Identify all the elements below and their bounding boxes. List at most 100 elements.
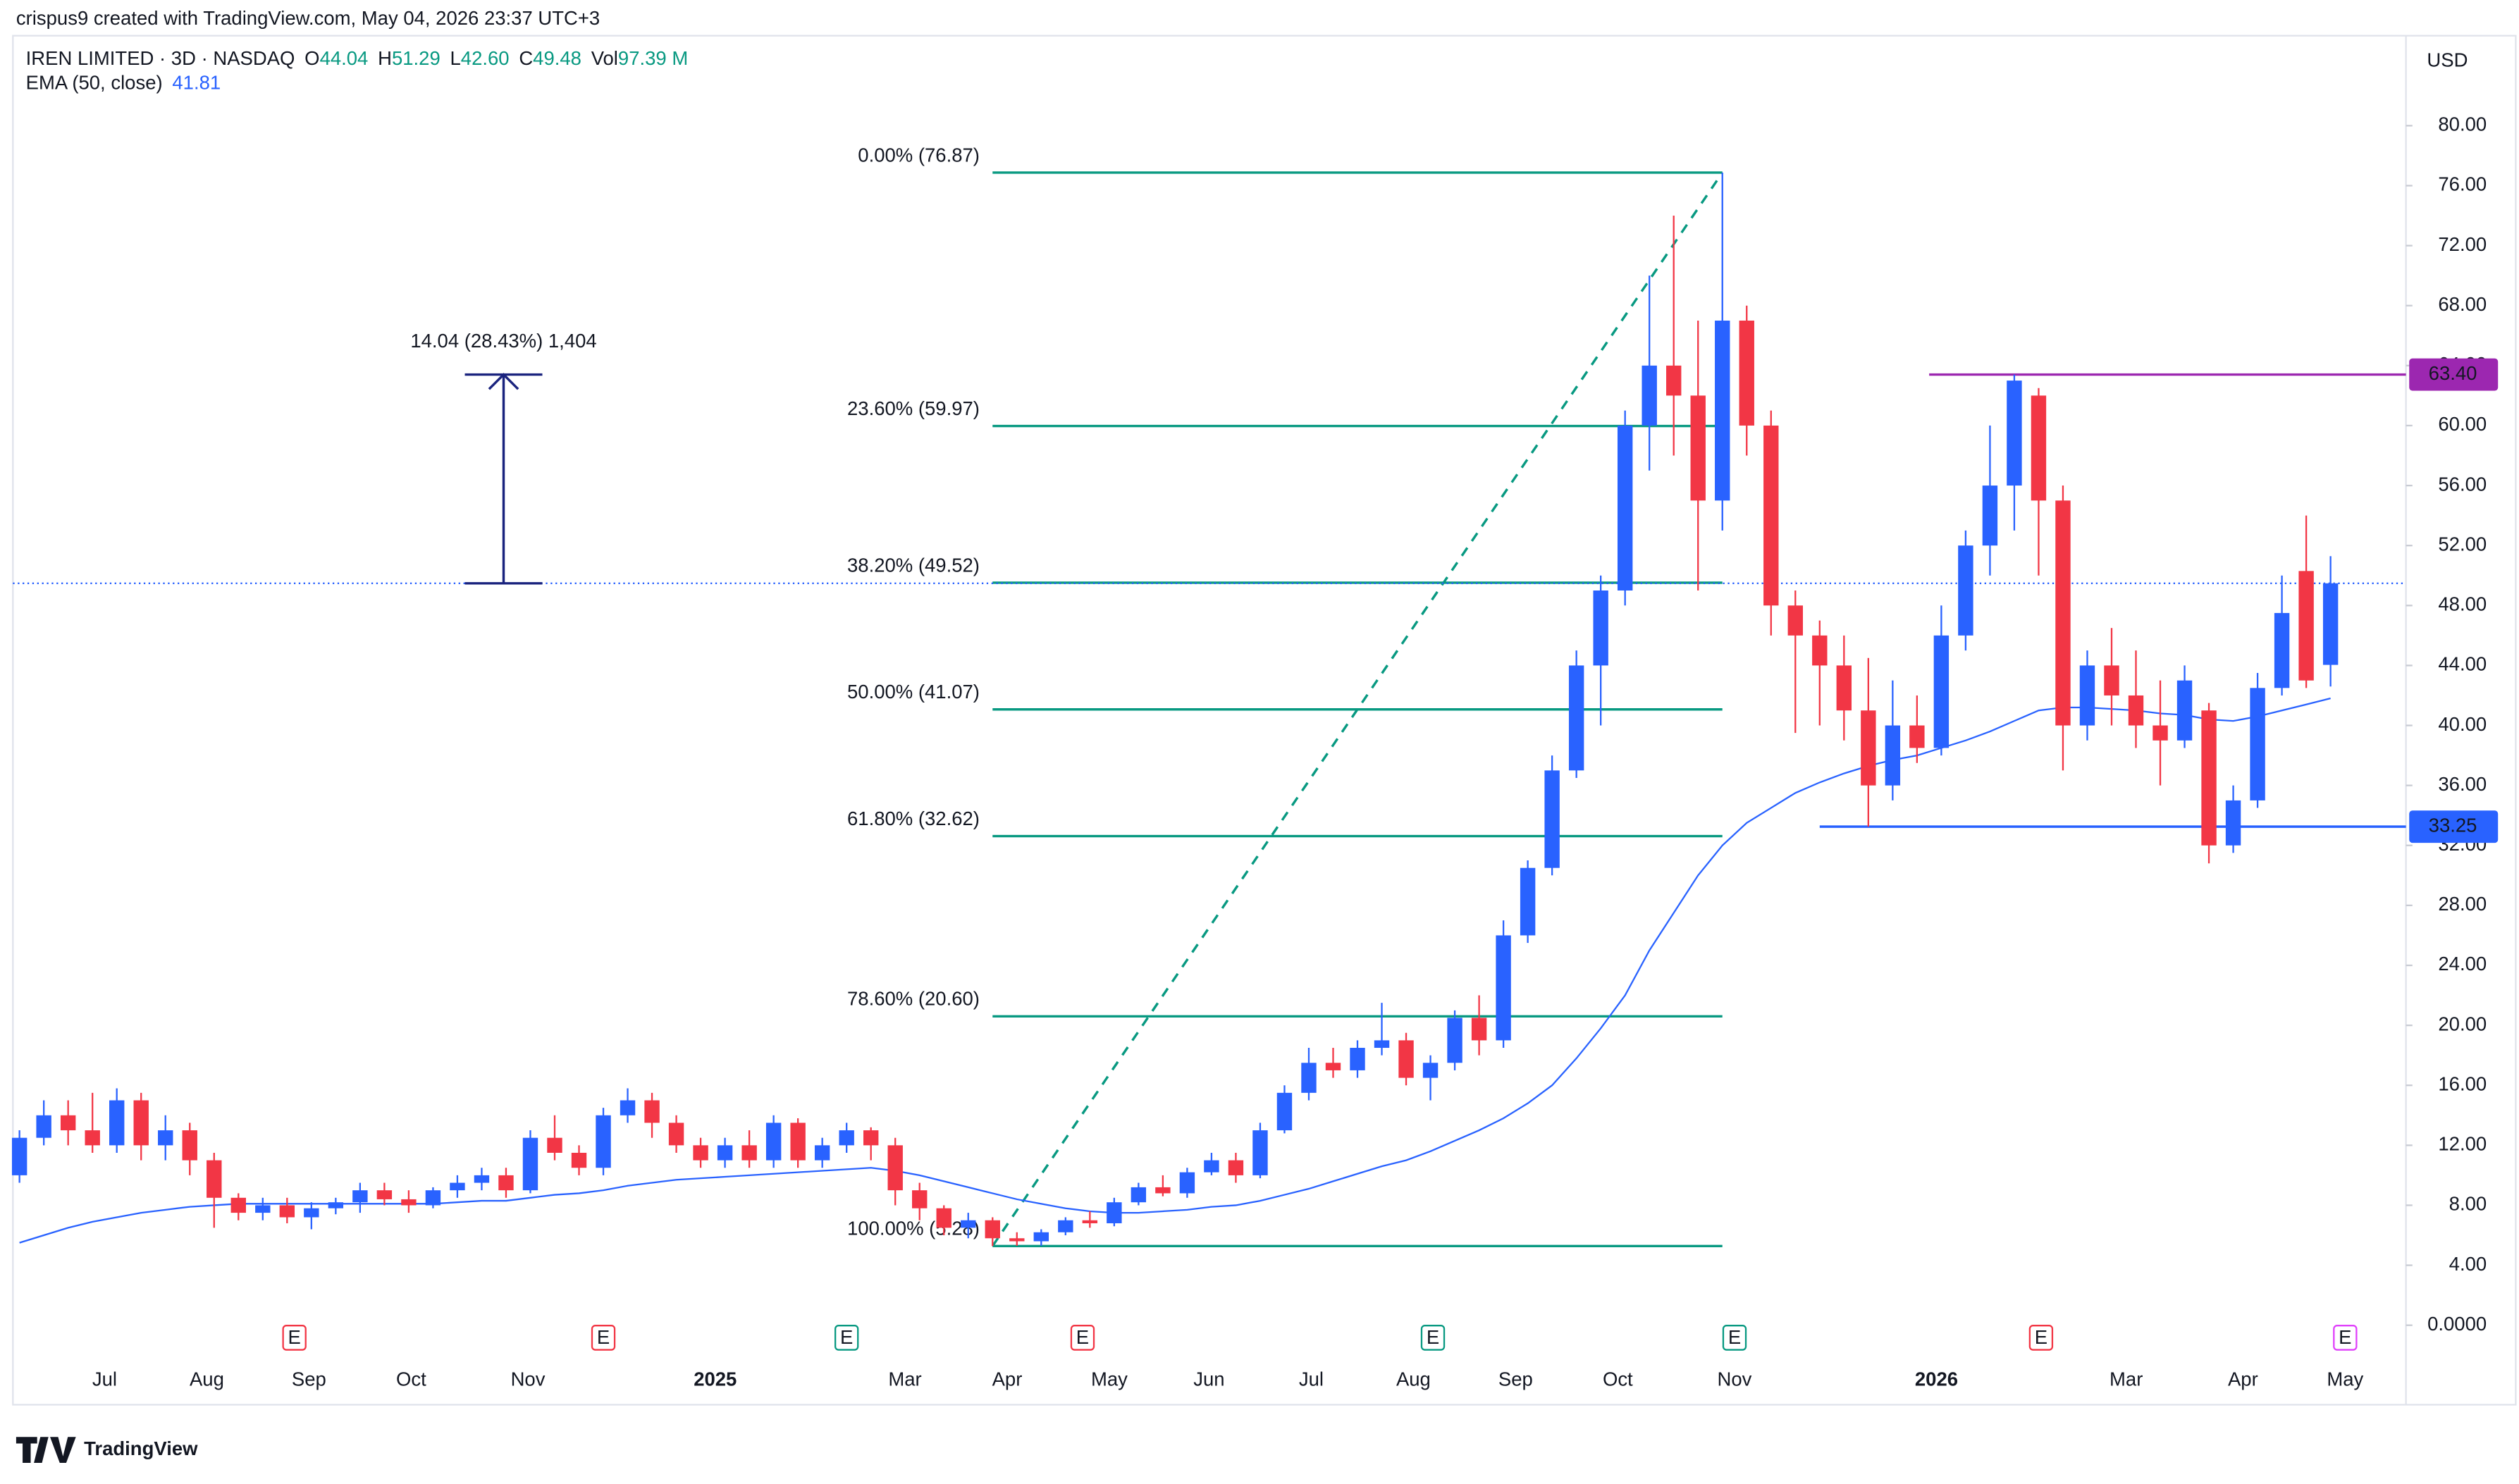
candle-body (839, 1130, 854, 1146)
candle-body (304, 1208, 319, 1218)
price-badge (2409, 358, 2499, 391)
candle-body (2201, 710, 2217, 846)
y-tick-label: 48.00 (2438, 593, 2487, 615)
candle-body (133, 1100, 149, 1146)
candle-body (1252, 1130, 1268, 1175)
fib-label: 38.20% (49.52) (847, 554, 980, 576)
candle-body (547, 1137, 562, 1153)
y-tick-label: 36.00 (2438, 773, 2487, 795)
candle-body (1398, 1040, 1414, 1078)
candle-body (352, 1190, 368, 1203)
legend-ema: EMA (50, close) 41.81 (26, 72, 221, 94)
candle-body (887, 1145, 903, 1191)
candle-body (596, 1115, 611, 1168)
event-marker (1070, 1325, 1095, 1351)
event-label: E (1076, 1326, 1089, 1348)
y-tick-label: 12.00 (2438, 1133, 2487, 1155)
x-tick-label: May (1091, 1368, 1128, 1390)
x-tick-label: Sep (292, 1368, 326, 1390)
event-label: E (288, 1326, 301, 1348)
fib-label: 0.00% (76.87) (858, 144, 980, 166)
candle-body (2322, 583, 2339, 665)
candle-body (1787, 605, 1803, 636)
event-marker (2333, 1325, 2358, 1351)
x-tick-label: Aug (1396, 1368, 1431, 1390)
x-tick-label: Sep (1498, 1368, 1533, 1390)
candle-body (2298, 571, 2314, 681)
legend-symbol: IREN LIMITED · 3D · NASDAQ O44.04 H51.29 L4… (26, 47, 689, 69)
fib-label: 61.80% (32.62) (847, 808, 980, 829)
candle-body (814, 1145, 830, 1161)
fib-label: 23.60% (59.97) (847, 397, 980, 419)
h-value: 51.29 (392, 47, 441, 69)
vol-value: 97.39 M (618, 47, 688, 69)
brand: TradingView (84, 1437, 198, 1459)
candle-body (2104, 665, 2119, 695)
candle-body (741, 1145, 757, 1161)
candle-body (1763, 425, 1779, 606)
event-marker (282, 1325, 307, 1351)
candle-body (1544, 770, 1560, 868)
candle-body (328, 1202, 344, 1208)
candle-body (1496, 935, 1511, 1041)
candle-body (985, 1220, 1000, 1239)
candle-body (2055, 500, 2071, 726)
candle-body (1909, 725, 1925, 748)
candle-body (1350, 1048, 1365, 1070)
event-label: E (2339, 1326, 2351, 1348)
candle-body (158, 1130, 173, 1146)
x-tick-label: Apr (992, 1368, 1023, 1390)
candle-body (2250, 688, 2265, 800)
event-label: E (597, 1326, 610, 1348)
x-tick-label: Oct (396, 1368, 426, 1390)
candle-body (1933, 635, 1950, 748)
candle-body (1058, 1220, 1073, 1232)
x-tick-label: Mar (888, 1368, 921, 1390)
o-label: O (304, 47, 319, 69)
y-tick-label: 68.00 (2438, 293, 2487, 315)
x-tick-label: Apr (2228, 1368, 2258, 1390)
fib-label: 100.00% (5.28) (847, 1218, 980, 1239)
candle-body (1836, 665, 1852, 711)
event-marker (834, 1325, 859, 1351)
x-tick-label: 2025 (694, 1368, 737, 1390)
creator: crispus9 created with TradingView.com, M… (16, 7, 600, 29)
candle-body (450, 1182, 465, 1191)
candle-body (2007, 381, 2022, 486)
measure-arrow (488, 373, 519, 390)
price-badge (2409, 810, 2499, 843)
candle-body (2176, 680, 2193, 741)
candle-body (1982, 486, 1998, 546)
candle-body (1568, 665, 1584, 771)
candle-body (571, 1152, 587, 1168)
event-label: E (2035, 1326, 2047, 1348)
candle-body (1958, 545, 1973, 636)
candle-body (620, 1100, 636, 1115)
vol-label: Vol (591, 47, 618, 69)
logo-mark (16, 1437, 76, 1463)
event-marker (591, 1325, 616, 1351)
candle-body (109, 1100, 125, 1146)
candle-body (693, 1145, 708, 1161)
candle-body (1593, 590, 1608, 666)
candle-body (936, 1208, 951, 1228)
candle-body (1520, 867, 1536, 936)
l-label: L (450, 47, 460, 69)
candle-body (207, 1160, 222, 1198)
candle-body (1617, 425, 1633, 591)
candle-body (1422, 1063, 1439, 1078)
candle-body (2274, 612, 2290, 688)
x-tick-label: 2026 (1915, 1368, 1958, 1390)
candle-body (425, 1190, 441, 1206)
candle-body (1812, 635, 1828, 666)
candle-body (255, 1205, 271, 1213)
o-value: 44.04 (320, 47, 369, 69)
candle-body (11, 1137, 27, 1175)
candle-body (1301, 1063, 1317, 1093)
candle-body (401, 1199, 417, 1206)
candle-body (1374, 1040, 1390, 1049)
fib-label: 78.60% (20.60) (847, 988, 980, 1010)
candle-body (863, 1130, 879, 1146)
candle-body (1009, 1238, 1025, 1242)
